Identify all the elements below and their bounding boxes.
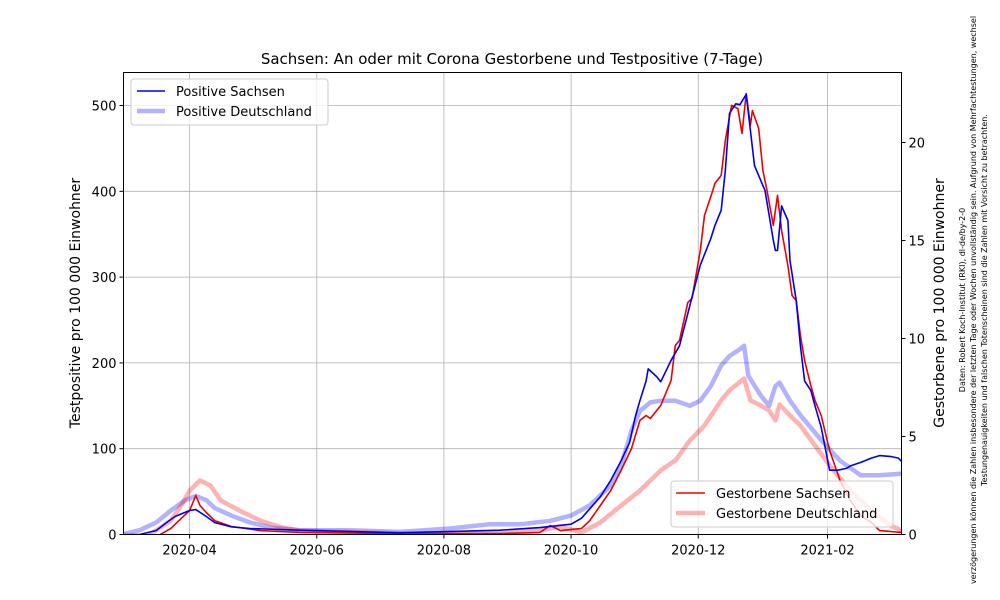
y2-tick-label: 0 xyxy=(909,529,917,544)
series-line-gestorbene-deutschland xyxy=(147,376,902,535)
plot-frame xyxy=(123,72,902,535)
grid xyxy=(123,72,902,535)
y2-tick-label: 20 xyxy=(909,136,926,151)
x-tick-label: 2020-08 xyxy=(417,544,471,559)
y-tick-label: 200 xyxy=(92,357,117,372)
legend-label: Positive Deutschland xyxy=(176,105,312,120)
legend-label: Gestorbene Sachsen xyxy=(716,487,850,502)
ticks: 2020-04 2020-06 2020-08 2020-10 2020-12 2021-… xyxy=(92,100,925,559)
y-tick-label: 500 xyxy=(92,100,117,115)
source-note-line: Testungenauigkeiten und falschen Totensc… xyxy=(980,114,989,487)
source-note: Daten: Robert Koch-Institut (RKI), dl-de… xyxy=(958,16,989,584)
y2-tick-label: 10 xyxy=(909,332,926,347)
source-note-line: verzögerungen können die Zahlen insbeson… xyxy=(969,16,978,584)
y-tick-label: 400 xyxy=(92,185,117,200)
chart-title: Sachsen: An oder mit Corona Gestorbene u… xyxy=(261,50,763,68)
y2-tick-label: 15 xyxy=(909,234,926,249)
y-tick-label: 100 xyxy=(92,443,117,458)
y-tick-label: 300 xyxy=(92,271,117,286)
x-tick-label: 2020-06 xyxy=(290,544,344,559)
x-tick-label: 2020-12 xyxy=(671,544,725,559)
legend-top-left: Positive Sachsen Positive Deutschland xyxy=(130,78,329,126)
source-note-line: Daten: Robert Koch-Institut (RKI), dl-de… xyxy=(958,208,967,392)
x-tick-label: 2021-02 xyxy=(800,544,854,559)
series-line-gestorbene-sachsen xyxy=(159,92,902,535)
legend-label: Positive Sachsen xyxy=(176,85,285,100)
series-line-positive-sachsen xyxy=(124,93,902,535)
series-line-positive-deutschland xyxy=(123,343,902,535)
series-lines xyxy=(123,92,902,535)
y2-tick-label: 5 xyxy=(909,430,917,445)
y-axis-label: Testpositive pro 100 000 Einwohner xyxy=(68,178,84,430)
y2-axis-label: Gestorbene pro 100 000 Einwohner xyxy=(932,178,948,428)
x-tick-label: 2020-04 xyxy=(162,544,216,559)
x-tick-label: 2020-10 xyxy=(544,544,598,559)
y-tick-label: 0 xyxy=(108,529,116,544)
legend-bottom-right: Gestorbene Sachsen Gestorbene Deutschlan… xyxy=(670,480,894,528)
legend-label: Gestorbene Deutschland xyxy=(716,507,877,522)
